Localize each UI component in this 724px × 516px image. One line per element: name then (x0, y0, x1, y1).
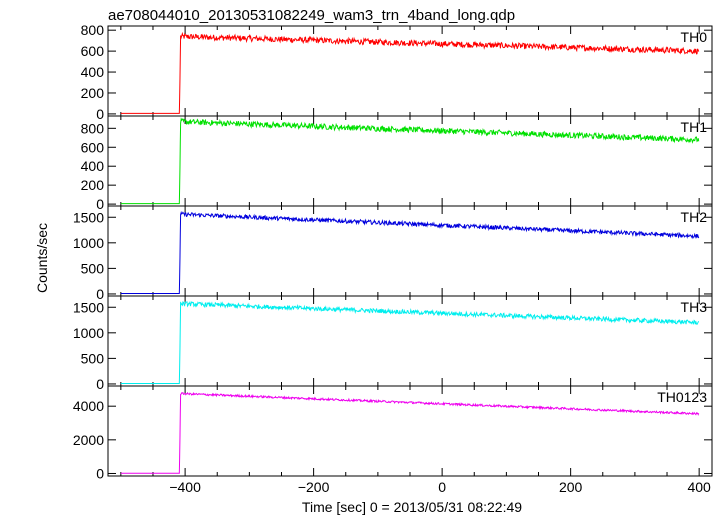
panel-frame (107, 295, 713, 387)
panel-label: TH3 (681, 299, 708, 315)
x-tick-label: 0 (438, 479, 446, 495)
x-tick-labels: −400 −200 0 200 400 (169, 479, 711, 495)
y-tick-label: 0 (96, 106, 104, 122)
x-tick-label: −400 (169, 479, 201, 495)
x-tick-label: 400 (687, 479, 711, 495)
panel-th1: 0 200 400 600 800 TH1 (81, 115, 713, 212)
y-tick-label: 0 (96, 196, 104, 212)
y-tick-label: 1500 (73, 299, 104, 315)
y-tick-label: 800 (81, 22, 105, 38)
panel-label: TH0123 (657, 389, 707, 405)
y-tick-label: 4000 (73, 398, 104, 414)
chart-title: ae708044010_20130531082249_wam3_trn_4ban… (108, 7, 515, 24)
y-tick-label: 0 (96, 376, 104, 392)
x-axis-title: Time [sec] 0 = 2013/05/31 08:22:49 (302, 499, 522, 515)
y-tick-label: 500 (81, 350, 105, 366)
y-tick-label: 2000 (73, 432, 104, 448)
y-tick-label: 600 (81, 139, 105, 155)
y-tick-label: 200 (81, 177, 105, 193)
panel-frame (107, 385, 713, 477)
y-tick-label: 500 (81, 260, 105, 276)
y-tick-label: 800 (81, 120, 105, 136)
panel-label: TH0 (681, 29, 708, 45)
panel-stack: 0 200 400 600 800 TH0 0 200 400 600 800 TH1 0 500 1000… (73, 22, 713, 481)
y-tick-label: 200 (81, 85, 105, 101)
x-tick-label: 200 (559, 479, 583, 495)
series-line-th2 (120, 210, 700, 294)
panel-th3: 0 500 1000 1500 TH3 (73, 295, 713, 392)
series-line-th0123 (120, 391, 700, 474)
y-tick-label: 600 (81, 43, 105, 59)
panel-th2: 0 500 1000 1500 TH2 (73, 205, 713, 302)
x-tick-label: −200 (298, 479, 330, 495)
panel-frame (107, 25, 713, 117)
panel-label: TH1 (681, 119, 708, 135)
series-line-th3 (120, 300, 700, 384)
y-tick-label: 400 (81, 158, 105, 174)
y-tick-label: 0 (96, 286, 104, 302)
y-tick-label: 1500 (73, 209, 104, 225)
y-tick-label: 1000 (73, 325, 104, 341)
y-axis-title: Counts/sec (34, 223, 50, 293)
panel-th0: 0 200 400 600 800 TH0 (81, 22, 713, 122)
y-tick-label: 400 (81, 64, 105, 80)
series-line-th0 (120, 31, 700, 114)
y-tick-label: 0 (96, 465, 104, 481)
panel-frame (107, 205, 713, 297)
panel-label: TH2 (681, 209, 708, 225)
panel-th0123: 0 2000 4000 TH0123 (73, 385, 713, 481)
series-line-th1 (120, 117, 700, 205)
y-tick-label: 1000 (73, 235, 104, 251)
